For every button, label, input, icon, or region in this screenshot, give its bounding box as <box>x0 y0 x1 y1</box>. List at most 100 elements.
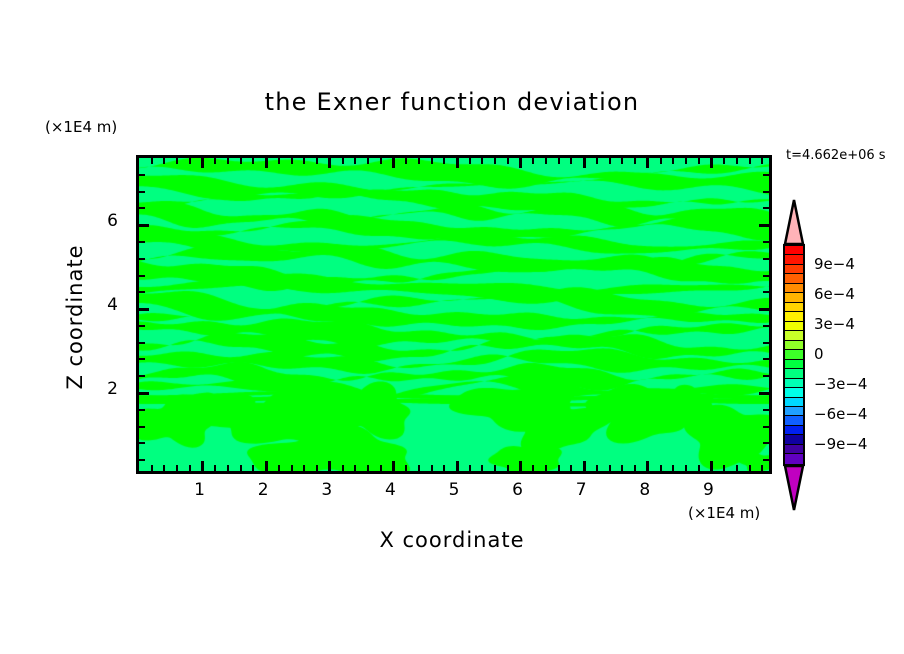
y-minor-tick-right <box>763 408 769 411</box>
x-tick-label: 8 <box>639 480 651 500</box>
colorbar-band <box>785 388 803 398</box>
x-minor-tick-top <box>366 158 369 164</box>
x-minor-tick-top <box>303 158 306 164</box>
x-minor-tick <box>354 465 357 471</box>
x-minor-tick <box>506 465 509 471</box>
x-minor-tick-top <box>443 158 446 164</box>
colorbar-under-arrow <box>783 464 805 511</box>
colorbar-band <box>785 406 803 417</box>
x-minor-tick-top <box>672 158 675 164</box>
colorbar-band <box>785 312 803 322</box>
x-minor-tick-top <box>430 158 433 164</box>
x-minor-tick-top <box>252 158 255 164</box>
x-minor-tick-top <box>341 158 344 164</box>
x-minor-tick <box>532 465 535 471</box>
x-minor-tick <box>341 465 344 471</box>
x-minor-tick <box>188 465 191 471</box>
x-minor-tick-top <box>570 158 573 164</box>
y-minor-tick-right <box>763 274 769 277</box>
x-minor-tick <box>214 465 217 471</box>
x-tick-label: 9 <box>702 480 714 500</box>
x-minor-tick-top <box>621 158 624 164</box>
colorbar-band <box>785 321 803 332</box>
colorbar-band <box>785 435 803 445</box>
x-minor-tick-top <box>481 158 484 164</box>
y-minor-tick-right <box>763 442 769 445</box>
x-major-tick-top <box>264 158 268 168</box>
y-minor-tick-right <box>763 190 769 193</box>
x-minor-tick-top <box>227 158 230 164</box>
x-minor-tick-top <box>405 158 408 164</box>
colorbar-band <box>785 369 803 379</box>
colorbar-band <box>785 302 803 313</box>
colorbar-tick-label: −6e−4 <box>814 405 868 424</box>
y-minor-tick <box>139 425 145 428</box>
x-minor-tick-top <box>608 158 611 164</box>
y-minor-tick <box>139 358 145 361</box>
x-minor-tick-top <box>634 158 637 164</box>
x-minor-tick-top <box>239 158 242 164</box>
plot-area <box>136 155 772 474</box>
colorbar-band <box>785 246 803 256</box>
x-minor-tick <box>545 465 548 471</box>
y-major-tick <box>139 223 149 227</box>
x-minor-tick-top <box>545 158 548 164</box>
x-minor-tick-top <box>214 158 217 164</box>
colorbar-band <box>785 444 803 455</box>
x-major-tick-top <box>519 158 523 168</box>
y-minor-tick <box>139 190 145 193</box>
y-minor-tick-right <box>763 173 769 176</box>
colorbar-bands <box>783 244 805 466</box>
colorbar-band <box>785 378 803 389</box>
x-minor-tick-top <box>188 158 191 164</box>
x-minor-tick <box>634 465 637 471</box>
x-minor-tick-top <box>163 158 166 164</box>
y-minor-tick-right <box>763 341 769 344</box>
x-minor-tick <box>595 465 598 471</box>
y-major-tick-right <box>759 307 769 311</box>
y-minor-tick-right <box>763 459 769 462</box>
x-minor-tick <box>303 465 306 471</box>
x-minor-tick <box>481 465 484 471</box>
x-tick-label: 7 <box>575 480 587 500</box>
x-minor-tick-top <box>697 158 700 164</box>
y-minor-tick-right <box>763 425 769 428</box>
y-axis-unit-label: (×1E4 m) <box>45 118 118 136</box>
x-major-tick <box>582 461 586 471</box>
x-minor-tick-top <box>290 158 293 164</box>
x-minor-tick <box>366 465 369 471</box>
x-tick-label: 4 <box>384 480 396 500</box>
x-major-tick-top <box>455 158 459 168</box>
y-minor-tick <box>139 459 145 462</box>
y-minor-tick <box>139 375 145 378</box>
x-major-tick <box>646 461 650 471</box>
x-minor-tick <box>405 465 408 471</box>
x-major-tick-top <box>646 158 650 168</box>
x-minor-tick <box>316 465 319 471</box>
colorbar-tick-label: 3e−4 <box>814 314 855 333</box>
time-annotation: t=4.662e+06 s <box>786 148 886 163</box>
x-minor-tick-top <box>532 158 535 164</box>
x-minor-tick <box>252 465 255 471</box>
x-minor-tick <box>150 465 153 471</box>
y-major-tick <box>139 391 149 395</box>
x-major-tick-top <box>328 158 332 168</box>
x-minor-tick-top <box>354 158 357 164</box>
x-minor-tick <box>430 465 433 471</box>
colorbar-band <box>785 293 803 303</box>
x-minor-tick <box>443 465 446 471</box>
x-axis-title: X coordinate <box>379 528 525 552</box>
x-minor-tick <box>379 465 382 471</box>
y-minor-tick-right <box>763 358 769 361</box>
x-minor-tick-top <box>557 158 560 164</box>
y-axis-title: Z coordinate <box>63 244 87 390</box>
x-minor-tick-top <box>735 158 738 164</box>
colorbar: 9e−4 6e−4 3e−4 0 −3e−4 −6e−4 −9e−4 <box>778 198 867 516</box>
x-minor-tick <box>290 465 293 471</box>
x-minor-tick <box>748 465 751 471</box>
x-minor-tick <box>672 465 675 471</box>
x-minor-tick <box>163 465 166 471</box>
y-minor-tick <box>139 240 145 243</box>
x-major-tick <box>455 461 459 471</box>
x-minor-tick <box>239 465 242 471</box>
